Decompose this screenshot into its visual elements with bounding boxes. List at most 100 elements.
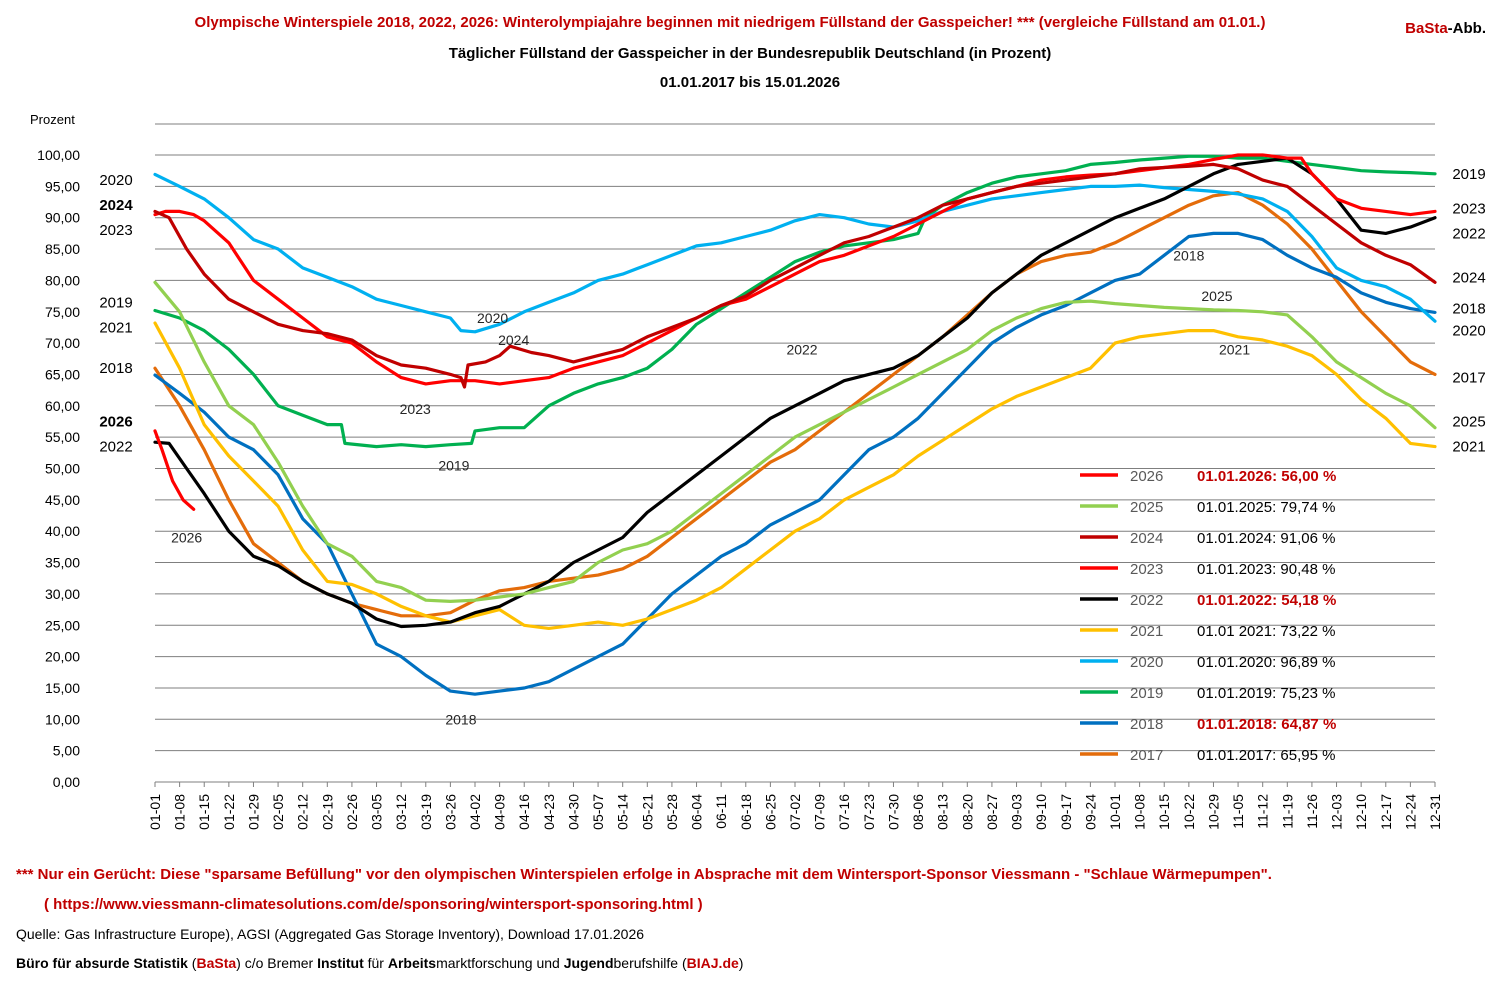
right-year-label: 2025 [1452, 413, 1485, 430]
x-tick-label: 09-10 [1033, 794, 1049, 830]
x-tick-label: 07-30 [885, 794, 901, 830]
x-tick-label: 05-14 [615, 794, 631, 830]
chart-period: 01.01.2017 bis 15.01.2026 [659, 74, 841, 91]
credit-2: ( [187, 955, 197, 971]
series-labels: 2020 2024 2023 2019 2022 2018 2026 2025 2021 2018… [99, 166, 1485, 727]
x-tick-label: 03-05 [369, 794, 385, 830]
x-tick-label: 10-15 [1156, 794, 1172, 830]
series-line-2017 [153, 191, 1437, 618]
y-tick-label: 100,00 [37, 147, 80, 163]
x-tick-label: 11-26 [1304, 794, 1320, 829]
x-tick-label: 05-21 [639, 794, 655, 830]
x-tick-label: 09-24 [1082, 794, 1098, 830]
inline-year-label: 2026 [171, 529, 202, 545]
legend-year: 2024 [1130, 530, 1163, 547]
x-tick-label: 10-22 [1181, 794, 1197, 830]
series-lines [153, 153, 1437, 696]
footnote-rumor: *** Nur ein Gerücht: Diese "sparsame Bef… [16, 866, 1272, 883]
x-tick-label: 04-30 [565, 794, 581, 830]
credit-10: berufshilfe ( [613, 955, 687, 971]
inline-year-label: 2025 [1201, 288, 1232, 304]
legend-year: 2020 [1130, 654, 1163, 671]
credit-3: BaSta [196, 955, 237, 971]
legend-year: 2018 [1130, 716, 1163, 733]
y-tick-label: 20,00 [45, 649, 80, 665]
source-note: Quelle: Gas Infrastructure Europe), AGSI… [16, 926, 645, 942]
x-tick-label: 07-02 [787, 794, 803, 830]
left-year-label: 2026 [99, 413, 132, 430]
credit-6: für [363, 955, 388, 971]
y-tick-label: 90,00 [45, 210, 80, 226]
legend-year: 2022 [1130, 592, 1163, 609]
x-tick-label: 04-16 [516, 794, 532, 830]
x-tick-label: 08-20 [959, 794, 975, 830]
y-tick-label: 95,00 [45, 178, 80, 194]
credit-line: Büro für absurde Statistik (BaSta) c/o B… [16, 955, 743, 971]
x-tick-label: 06-11 [713, 794, 729, 829]
left-year-label: 2021 [99, 319, 132, 336]
y-tick-label: 30,00 [45, 586, 80, 602]
series-line-2023 [153, 153, 1437, 386]
x-tick-label: 04-02 [467, 794, 483, 830]
x-tick-label: 09-03 [1009, 794, 1025, 830]
y-tick-label: 10,00 [45, 711, 80, 727]
series-line-2024 [153, 162, 1437, 389]
left-year-label: 2018 [99, 360, 132, 377]
chart-title: Olympische Winterspiele 2018, 2022, 2026… [194, 14, 1266, 31]
credit-11: BIAJ.de [686, 955, 739, 971]
credit-8: marktforschung und [436, 955, 564, 971]
x-axis: 01-01 01-08 01-15 01-22 01-29 02-05 02-12 02-19… [147, 782, 1443, 830]
y-tick-label: 70,00 [45, 335, 80, 351]
legend-value: 01.01.2018: 64,87 % [1197, 716, 1336, 733]
credit-1: Büro für absurde Statistik [16, 955, 188, 971]
legend-value: 01.01.2026: 56,00 % [1197, 468, 1336, 485]
y-tick-label: 5,00 [53, 743, 80, 759]
series-line-2026 [153, 429, 196, 511]
x-tick-label: 01-08 [172, 794, 188, 830]
x-tick-label: 08-06 [910, 794, 926, 830]
right-year-label: 2017 [1452, 370, 1485, 387]
inline-year-label: 2021 [1219, 341, 1250, 357]
y-tick-label: 75,00 [45, 304, 80, 320]
y-axis: Prozent 0,00 5,00 10,00 15,00 20,00 25,00 30,00… [30, 112, 80, 790]
x-tick-label: 05-28 [664, 794, 680, 830]
series-line-2022 [153, 156, 1437, 629]
right-year-label: 2022 [1452, 225, 1485, 242]
x-tick-label: 02-05 [270, 794, 286, 830]
x-tick-label: 12-03 [1329, 794, 1345, 830]
legend-year: 2023 [1130, 561, 1163, 578]
y-tick-label: 60,00 [45, 398, 80, 414]
right-year-label: 2018 [1452, 301, 1485, 318]
badge-basta: BaSta [1405, 20, 1448, 37]
credit-12: ) [738, 955, 744, 971]
y-tick-label: 0,00 [53, 774, 80, 790]
x-tick-label: 01-15 [196, 794, 212, 830]
x-tick-label: 02-26 [344, 794, 360, 830]
x-tick-label: 06-25 [762, 794, 778, 830]
x-tick-label: 02-19 [319, 794, 335, 830]
legend-value: 01.01.2023: 90,48 % [1197, 561, 1335, 578]
right-year-label: 2020 [1452, 323, 1485, 340]
x-tick-label: 03-26 [442, 794, 458, 830]
left-year-label: 2024 [99, 197, 133, 214]
x-tick-label: 07-16 [836, 794, 852, 830]
legend-year: 2025 [1130, 499, 1163, 516]
footnote-link[interactable]: ( https://www.viessmann-climatesolutions… [44, 896, 703, 913]
left-year-label: 2022 [99, 439, 132, 456]
y-tick-label: 50,00 [45, 461, 80, 477]
x-tick-label: 01-01 [147, 794, 163, 830]
legend-year: 2021 [1130, 623, 1163, 640]
legend-value: 01.01.2022: 54,18 % [1197, 592, 1336, 609]
x-tick-label: 12-31 [1427, 794, 1443, 830]
series-line-2019 [153, 154, 1437, 449]
inline-year-label: 2019 [438, 457, 469, 473]
left-year-label: 2020 [99, 172, 132, 189]
credit-5: Institut [317, 955, 364, 971]
inline-year-label: 2018 [1173, 247, 1204, 263]
y-tick-label: 85,00 [45, 241, 80, 257]
x-tick-label: 01-29 [245, 794, 261, 830]
inline-year-label: 2023 [400, 401, 431, 417]
chart-subtitle: Täglicher Füllstand der Gasspeicher in d… [448, 45, 1052, 62]
y-tick-label: 35,00 [45, 555, 80, 571]
series-line-2020 [153, 172, 1437, 334]
